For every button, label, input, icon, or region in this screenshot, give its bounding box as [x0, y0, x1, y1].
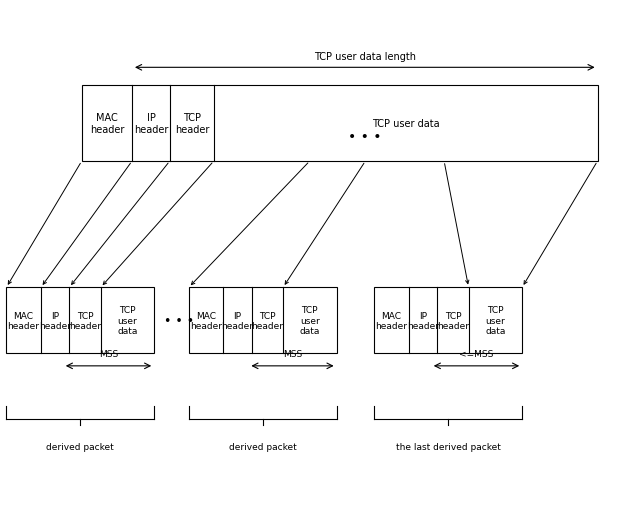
Text: MSS: MSS — [99, 349, 118, 359]
Text: TCP
user
data: TCP user data — [117, 306, 138, 335]
FancyBboxPatch shape — [189, 288, 337, 354]
Text: MSS: MSS — [283, 349, 302, 359]
Text: TCP
header: TCP header — [252, 311, 283, 330]
Text: IP
header: IP header — [221, 311, 253, 330]
Text: TCP
header: TCP header — [69, 311, 101, 330]
Text: derived packet: derived packet — [47, 442, 114, 451]
Text: derived packet: derived packet — [229, 442, 296, 451]
Text: IP
header: IP header — [134, 113, 168, 134]
Text: MAC
header: MAC header — [376, 311, 408, 330]
FancyBboxPatch shape — [374, 288, 522, 354]
Text: TCP
user
data: TCP user data — [299, 306, 320, 335]
Text: TCP user data length: TCP user data length — [314, 52, 416, 62]
Text: MAC
header: MAC header — [190, 311, 222, 330]
Text: the last derived packet: the last derived packet — [396, 442, 501, 451]
Text: TCP
header: TCP header — [175, 113, 209, 134]
Text: • • •: • • • — [164, 314, 194, 327]
Text: IP
header: IP header — [407, 311, 439, 330]
Text: TCP
header: TCP header — [437, 311, 469, 330]
FancyBboxPatch shape — [82, 86, 598, 162]
FancyBboxPatch shape — [6, 288, 154, 354]
Text: TCP user data: TCP user data — [372, 119, 440, 129]
Text: MAC
header: MAC header — [90, 113, 124, 134]
Text: TCP
user
data: TCP user data — [485, 306, 506, 335]
Text: • • •: • • • — [348, 129, 382, 143]
Text: <=MSS: <=MSS — [459, 349, 494, 359]
Text: IP
header: IP header — [39, 311, 71, 330]
Text: MAC
header: MAC header — [8, 311, 40, 330]
